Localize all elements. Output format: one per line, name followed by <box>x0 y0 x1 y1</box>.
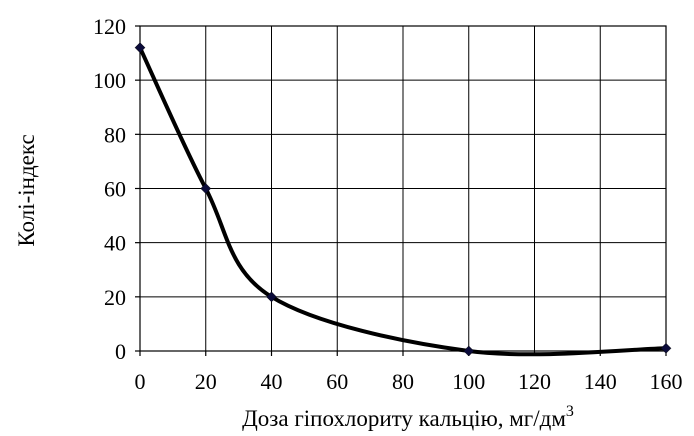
series-group <box>134 42 672 357</box>
axis-ticks <box>135 25 667 356</box>
y-tick-label: 100 <box>93 68 126 93</box>
y-tick-label: 60 <box>104 177 126 202</box>
data-point-marker <box>660 342 672 354</box>
data-point-marker <box>200 183 212 194</box>
x-tick-label: 140 <box>584 369 617 394</box>
x-tick-label: 120 <box>518 369 551 394</box>
grid <box>140 26 666 351</box>
x-tick-label: 0 <box>135 369 146 394</box>
y-tick-label: 80 <box>104 122 126 147</box>
y-axis-title: Колі-індекс <box>14 134 39 246</box>
x-axis-title: Доза гіпохлориту кальцію, мг/дм3 <box>242 403 574 431</box>
series-line <box>138 45 668 357</box>
x-axis-title-text: Доза гіпохлориту кальцію, мг/дм <box>242 406 566 431</box>
y-tick-label: 120 <box>93 14 126 39</box>
x-tick-label: 80 <box>392 369 414 394</box>
x-tick-labels: 0 20 40 60 80 100 120 140 160 <box>135 369 683 394</box>
x-axis-title-superscript: 3 <box>566 403 574 420</box>
x-tick-label: 60 <box>326 369 348 394</box>
x-tick-label: 40 <box>261 369 283 394</box>
data-point-marker <box>463 345 475 357</box>
data-point-marker <box>134 42 146 54</box>
x-tick-label: 100 <box>452 369 485 394</box>
x-tick-label: 20 <box>195 369 217 394</box>
y-tick-label: 0 <box>115 339 126 364</box>
data-point-marker <box>266 291 277 303</box>
y-tick-label: 40 <box>104 231 126 256</box>
x-tick-label: 160 <box>650 369 683 394</box>
y-tick-labels: 0 20 40 60 80 100 120 <box>93 14 126 364</box>
y-tick-label: 20 <box>104 285 126 310</box>
